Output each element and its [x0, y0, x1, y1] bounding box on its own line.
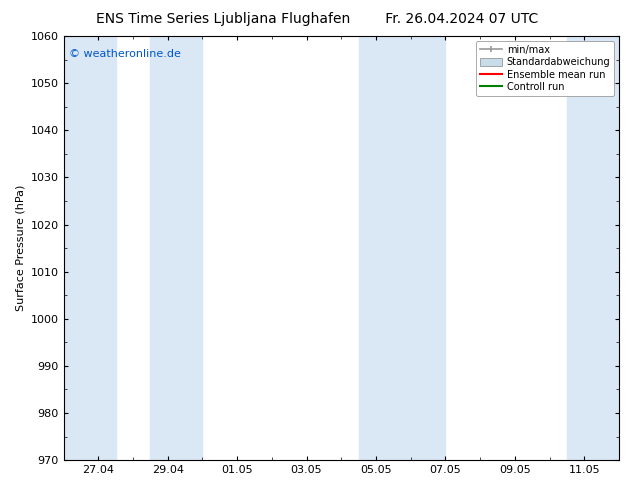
Text: © weatheronline.de: © weatheronline.de — [69, 49, 181, 59]
Bar — [150, 36, 202, 460]
Bar — [359, 36, 446, 460]
Y-axis label: Surface Pressure (hPa): Surface Pressure (hPa) — [15, 185, 25, 311]
Bar — [63, 36, 115, 460]
Bar — [567, 36, 619, 460]
Legend: min/max, Standardabweichung, Ensemble mean run, Controll run: min/max, Standardabweichung, Ensemble me… — [477, 41, 614, 96]
Title: ENS Time Series Ljubljana Flughafen      Fr. 26.04.2024 07 UTC: ENS Time Series Ljubljana Flughafen Fr. … — [0, 489, 1, 490]
Text: ENS Time Series Ljubljana Flughafen        Fr. 26.04.2024 07 UTC: ENS Time Series Ljubljana Flughafen Fr. … — [96, 12, 538, 26]
